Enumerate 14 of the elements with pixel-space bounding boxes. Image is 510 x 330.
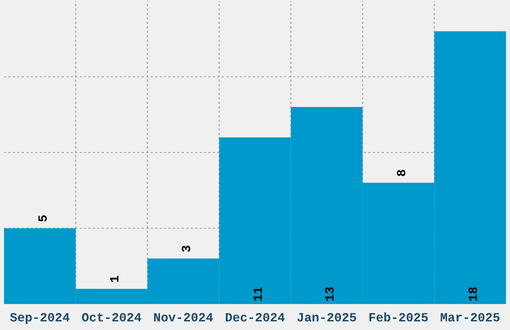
data-label: 5 — [38, 215, 47, 222]
data-label: 13 — [325, 287, 334, 301]
data-label: 1 — [110, 276, 118, 282]
x-tick-label: Nov-2024 — [154, 313, 213, 322]
x-tick-label: Jan-2025 — [297, 313, 356, 322]
data-label: 18 — [468, 287, 478, 301]
x-tick-label: Sep-2024 — [10, 313, 70, 324]
x-tick-label: Oct-2024 — [82, 313, 142, 322]
x-tick-label: Mar-2025 — [440, 313, 500, 322]
x-tick-label: Feb-2025 — [369, 312, 428, 322]
data-label: 3 — [182, 246, 190, 252]
x-tick-label: Dec-2024 — [226, 313, 285, 322]
data-label: 8 — [396, 170, 406, 176]
data-label: 11 — [254, 287, 262, 301]
